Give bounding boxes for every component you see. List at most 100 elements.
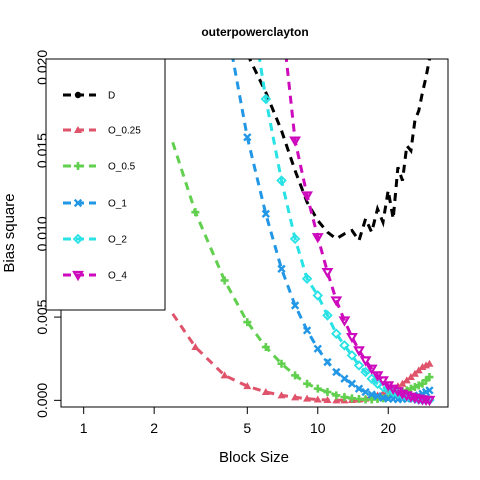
series-o-4-point <box>353 346 365 357</box>
series-o-2-point <box>346 350 358 361</box>
series-o-0-5-point <box>220 276 229 285</box>
series-o-1-point <box>229 51 236 58</box>
series-o-4-point <box>285 59 287 61</box>
series-o-0-25-point <box>402 376 411 384</box>
legend-label: O_0.25 <box>108 126 141 137</box>
legend-item-d: D <box>63 91 115 102</box>
legend-box <box>45 58 166 311</box>
x-tick-label: 2 <box>150 420 158 436</box>
series-o-1 <box>229 51 434 404</box>
legend-marker <box>72 233 84 245</box>
series-o-1-point <box>243 133 252 142</box>
series-o-2-point <box>360 366 371 378</box>
series-o-1-point <box>361 387 370 397</box>
series-o-1-point <box>340 374 349 383</box>
series-o-0-25-point <box>261 388 270 396</box>
series-o-1-point <box>313 344 322 353</box>
series-o-0-25-point <box>243 382 252 390</box>
series-o-1-point <box>354 384 364 393</box>
series-o-0-25-point <box>406 373 415 381</box>
series-o-0-25-point <box>425 359 434 367</box>
legend-item-o-0-5: O_0.5 <box>63 162 136 173</box>
series-o-2-point <box>289 233 301 245</box>
series-o-4-point <box>321 268 334 279</box>
series-o-4-point <box>346 332 358 344</box>
series-o-2-point <box>312 290 324 301</box>
series-o-1-point <box>425 386 434 395</box>
series-o-0-25-point <box>277 391 286 399</box>
x-tick-label: 20 <box>380 420 396 436</box>
series-o-2-point <box>260 93 272 105</box>
legend-item-o-4: O_4 <box>63 271 127 282</box>
series-o-0-5-point <box>425 373 434 382</box>
legend-marker <box>72 270 84 282</box>
series-layer <box>171 51 436 407</box>
series-o-0-5-point <box>191 208 200 217</box>
series-o-0-5-point <box>291 371 300 380</box>
series-o-4-point <box>311 233 324 244</box>
legend-marker <box>74 126 82 133</box>
series-o-2 <box>258 59 435 406</box>
series-o-4 <box>284 59 436 407</box>
x-tick-label: 1 <box>80 420 88 436</box>
series-o-1-point <box>323 357 332 367</box>
legend-marker <box>74 91 82 99</box>
series-o-2-point <box>339 340 350 351</box>
series-o-0-25-point <box>303 394 312 402</box>
series-o-4-point <box>377 376 389 387</box>
legend-label: O_1 <box>108 199 127 210</box>
series-o-4-point <box>301 191 313 202</box>
legend-marker <box>73 198 83 208</box>
series-o-4-point <box>359 356 372 367</box>
series-o-1-point <box>347 379 357 388</box>
series-o-1-point <box>290 301 300 310</box>
series-o-4-point <box>338 316 351 327</box>
series-o-0-25-point <box>323 396 332 404</box>
series-o-0-25-point <box>398 379 407 387</box>
series-o-0-5-point <box>340 393 349 402</box>
x-tick-label: 10 <box>310 420 326 436</box>
series-o-0-25-point <box>191 343 200 351</box>
series-o-4-point <box>371 371 384 382</box>
y-axis-title: Bias square <box>1 193 18 272</box>
series-d <box>248 59 431 244</box>
series-o-0-5-point <box>332 391 341 400</box>
legend-item-o-2: O_2 <box>63 233 127 246</box>
series-o-0-5-point <box>261 343 270 352</box>
series-o-0-25-point <box>332 396 341 404</box>
series-o-2-point <box>353 360 365 371</box>
series-o-1-point <box>302 326 312 335</box>
series-o-2-point <box>331 328 342 340</box>
y-tick-label: 0.000 <box>34 383 50 418</box>
series-o-1-line <box>231 59 431 401</box>
series-o-2-point <box>366 373 377 384</box>
series-o-0-5-point <box>277 359 286 368</box>
x-axis-title: Block Size <box>219 449 289 466</box>
series-o-1-point <box>373 392 382 401</box>
series-o-2-point <box>301 273 313 285</box>
series-o-0-5-point <box>313 384 322 393</box>
series-o-1-point <box>332 367 341 377</box>
x-tick-label: 5 <box>243 420 251 436</box>
series-o-2-point <box>372 378 383 389</box>
series-o-0-5-point <box>243 318 252 327</box>
series-o-0-25-point <box>220 371 229 379</box>
series-o-4-point <box>289 136 301 147</box>
legend-label: O_4 <box>108 271 127 282</box>
series-o-0-25-point <box>291 393 300 401</box>
series-o-1-point <box>367 390 376 399</box>
series-d-line <box>248 59 431 244</box>
series-o-0-25-point <box>313 395 322 403</box>
series-o-2-point <box>322 310 333 321</box>
series-o-4-point <box>423 395 436 407</box>
series-o-0-5-point <box>303 379 312 388</box>
series-o-0-5-point <box>323 388 332 397</box>
legend-item-o-0-25: O_0.25 <box>63 126 141 137</box>
series-o-2-point <box>276 175 287 186</box>
series-o-0-5-point <box>347 394 356 403</box>
chart-title: outerpowerclayton <box>201 25 308 39</box>
legend-label: O_2 <box>108 235 127 246</box>
legend-item-o-1: O_1 <box>63 199 127 210</box>
series-o-1-point <box>277 264 286 273</box>
